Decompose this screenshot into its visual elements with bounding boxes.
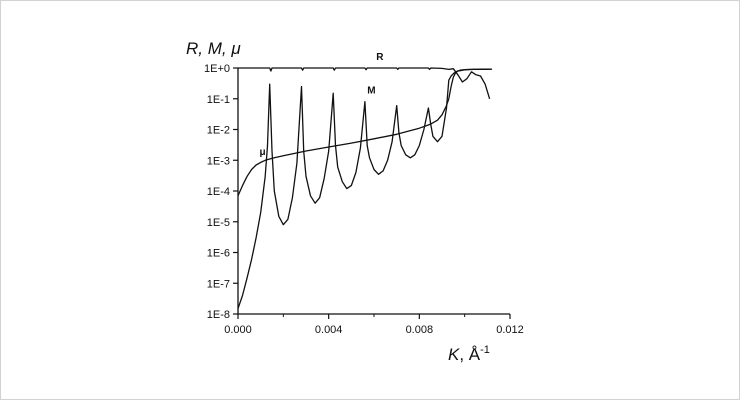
mu-curve-label: μ [260,147,266,158]
x-tick-label: 0.000 [224,324,252,336]
y-axis-title: R, M, μ [186,39,241,58]
y-tick-label: 1E-3 [207,155,230,167]
m-curve-label: M [367,85,375,96]
y-tick-label: 1E-7 [207,278,230,290]
x-tick-label: 0.012 [496,324,524,336]
x-axis-title-symbol: K [448,345,460,364]
x-tick-label: 0.008 [406,324,434,336]
y-tick-label: 1E-2 [207,125,230,137]
x-axis-title: K, Å-1 [448,344,490,364]
x-axis-title-unit-exponent: -1 [480,344,490,356]
y-tick-label: 1E-6 [207,248,230,260]
y-tick-label: 1E-8 [207,309,230,321]
y-tick-label: 1E+0 [204,63,230,75]
m-curve [237,68,492,309]
y-tick-label: 1E-1 [207,94,230,106]
y-tick-label: 1E-4 [207,186,230,198]
x-axis-title-unit: , Å [459,345,480,364]
x-tick-label: 0.004 [315,324,343,336]
y-tick-label: 1E-5 [207,217,230,229]
r-curve [238,67,491,99]
mu-curve [237,68,492,197]
r-curve-label: R [376,52,384,63]
